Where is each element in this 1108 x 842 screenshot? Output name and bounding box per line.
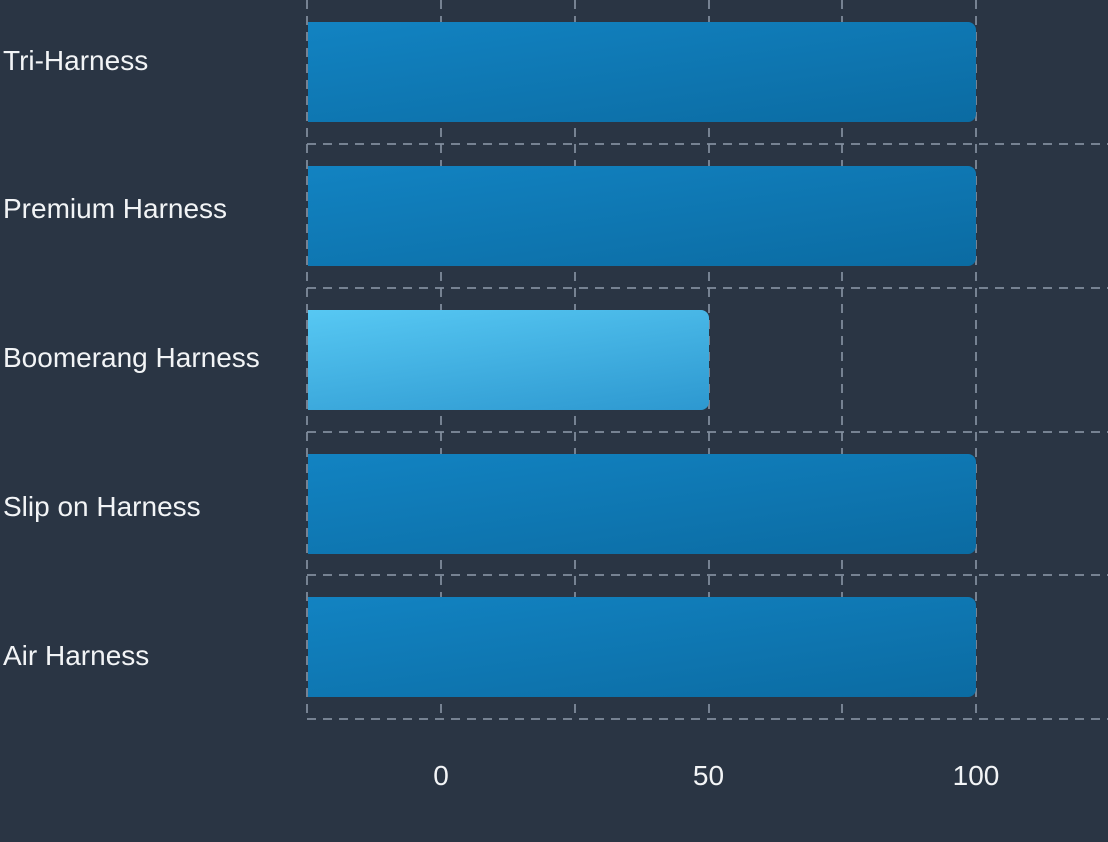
bar-air-harness[interactable] — [308, 597, 976, 698]
bar-tri-harness[interactable] — [308, 22, 976, 122]
horizontal-gridline-1 — [307, 142, 1108, 145]
category-label-boomerang-harness: Boomerang Harness — [3, 342, 260, 374]
x-tick-label-50: 50 — [692, 760, 725, 791]
bar-slip-on-harness[interactable] — [308, 453, 976, 554]
horizontal-gridline-2 — [307, 286, 1108, 289]
x-tick-label-0: 0 — [433, 760, 449, 791]
category-label-air-harness: Air Harness — [3, 639, 150, 671]
horizontal-gridline-3 — [307, 430, 1108, 433]
bar-boomerang-harness[interactable] — [308, 309, 709, 410]
category-label-tri-harness: Tri-Harness — [3, 44, 149, 76]
x-tick-label-100: 100 — [952, 760, 1000, 791]
bar-premium-harness[interactable] — [308, 165, 976, 266]
category-label-slip-on-harness: Slip on Harness — [3, 490, 201, 522]
horizontal-gridline-5 — [307, 718, 1108, 721]
horizontal-gridline-4 — [307, 574, 1108, 577]
category-label-premium-harness: Premium Harness — [3, 193, 228, 225]
